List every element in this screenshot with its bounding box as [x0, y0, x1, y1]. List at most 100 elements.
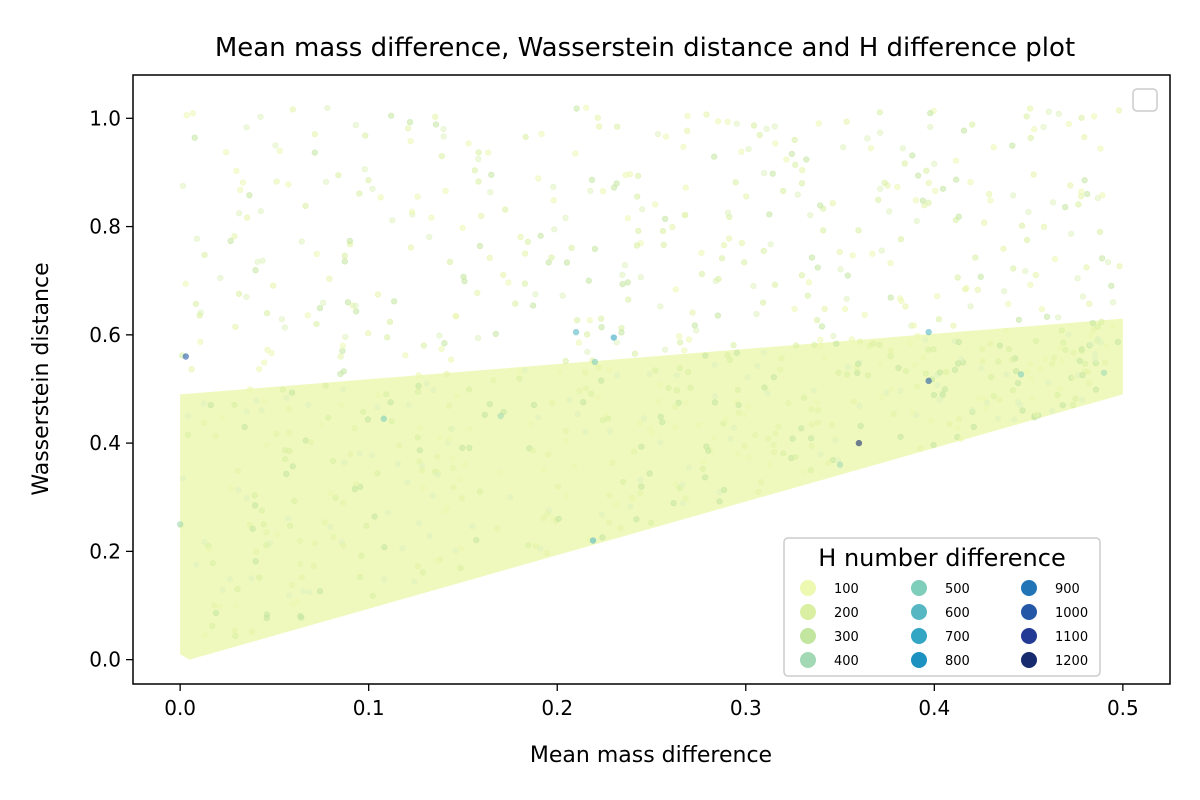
scatter-point — [407, 244, 414, 251]
scatter-point — [527, 420, 534, 427]
scatter-point — [294, 598, 301, 605]
legend-label: 500 — [945, 582, 970, 597]
scatter-point — [955, 416, 963, 423]
scatter-point — [718, 255, 726, 262]
scatter-point — [209, 560, 216, 567]
plot-frame — [132, 74, 1171, 685]
scatter-point — [182, 280, 189, 287]
scatter-point — [1033, 411, 1040, 418]
scatter-point — [963, 285, 970, 292]
scatter-point — [1096, 228, 1104, 236]
scatter-point — [532, 542, 540, 550]
scatter-point — [362, 132, 369, 139]
scatter-point — [1043, 313, 1051, 320]
scatter-point — [223, 149, 230, 156]
scatter-point — [1015, 380, 1022, 387]
scatter-point — [235, 486, 242, 494]
scatter-point — [1062, 204, 1069, 211]
scatter-point — [377, 194, 384, 201]
scatter-point — [243, 495, 250, 502]
scatter-point — [1084, 190, 1091, 198]
scatter-point — [365, 330, 372, 337]
scatter-point — [540, 515, 547, 522]
scatter-point — [440, 133, 447, 140]
scatter-point — [814, 264, 821, 271]
scatter-point — [562, 214, 569, 221]
scatter-point — [352, 122, 359, 129]
scatter-point — [352, 302, 359, 309]
scatter-point — [563, 259, 571, 266]
scatter-point — [232, 632, 239, 640]
scatter-point — [756, 131, 763, 139]
scatter-point — [339, 342, 346, 349]
scatter-point — [256, 365, 263, 373]
scatter-point — [356, 190, 363, 197]
scatter-point — [448, 425, 455, 432]
scatter-point — [307, 439, 314, 446]
scatter-point — [217, 274, 224, 282]
scatter-point — [537, 232, 544, 239]
legend-box — [783, 537, 1101, 677]
scatter-point — [545, 451, 552, 458]
scatter-point — [990, 144, 997, 151]
legend-marker — [1021, 628, 1037, 644]
legend-label: 800 — [945, 654, 970, 669]
scatter-point — [530, 401, 538, 409]
scatter-point — [987, 197, 994, 204]
scatter-point — [364, 416, 372, 423]
scatter-point — [458, 495, 465, 502]
scatter-point — [494, 525, 501, 532]
scatter-point — [901, 160, 908, 167]
legend-label: 900 — [1055, 582, 1080, 597]
scatter-point — [1057, 344, 1064, 351]
scatter-point — [339, 347, 346, 355]
scatter-point — [289, 106, 296, 113]
legend-label: 1200 — [1055, 654, 1088, 669]
scatter-point — [289, 581, 296, 589]
scatter-point — [286, 522, 294, 529]
scatter-point — [875, 196, 882, 203]
scatter-point — [724, 118, 731, 125]
scatter-point — [1079, 372, 1086, 379]
scatter-point-highlight — [572, 328, 580, 336]
scatter-point — [927, 417, 934, 424]
scatter-point — [625, 296, 632, 303]
scatter-point — [682, 399, 689, 406]
scatter-point — [253, 397, 260, 404]
scatter-point — [1104, 259, 1112, 266]
scatter-point — [516, 368, 523, 375]
scatter-point — [767, 241, 774, 248]
scatter-point — [808, 421, 815, 428]
scatter-point — [469, 523, 476, 530]
scatter-point — [530, 447, 537, 454]
scatter-point — [915, 172, 922, 179]
scatter-point — [960, 127, 968, 134]
scatter-point — [886, 208, 893, 215]
scatter-point — [752, 431, 759, 439]
scatter-point — [1005, 300, 1012, 308]
scatter-point — [815, 120, 822, 127]
scatter-point — [1103, 342, 1110, 350]
scatter-point — [783, 156, 790, 163]
scatter-point — [574, 410, 581, 418]
scatter-point — [486, 254, 493, 261]
scatter-point — [741, 259, 748, 266]
scatter-point — [320, 299, 327, 306]
scatter-point — [596, 123, 603, 130]
scatter-point — [922, 336, 929, 343]
scatter-point — [1049, 360, 1056, 367]
scatter-point — [233, 167, 240, 174]
scatter-point-highlight — [182, 353, 189, 360]
scatter-point — [1011, 416, 1018, 423]
scatter-point — [434, 453, 441, 460]
scatter-point — [419, 462, 426, 469]
scatter-point — [386, 318, 394, 325]
scatter-point — [251, 502, 259, 509]
scatter-point — [1098, 318, 1105, 325]
scatter-point — [1028, 375, 1035, 382]
scatter-point — [995, 358, 1002, 365]
scatter-point — [743, 193, 750, 200]
scatter-point — [1116, 263, 1123, 270]
scatter-point — [473, 537, 480, 544]
scatter-point — [637, 420, 644, 427]
